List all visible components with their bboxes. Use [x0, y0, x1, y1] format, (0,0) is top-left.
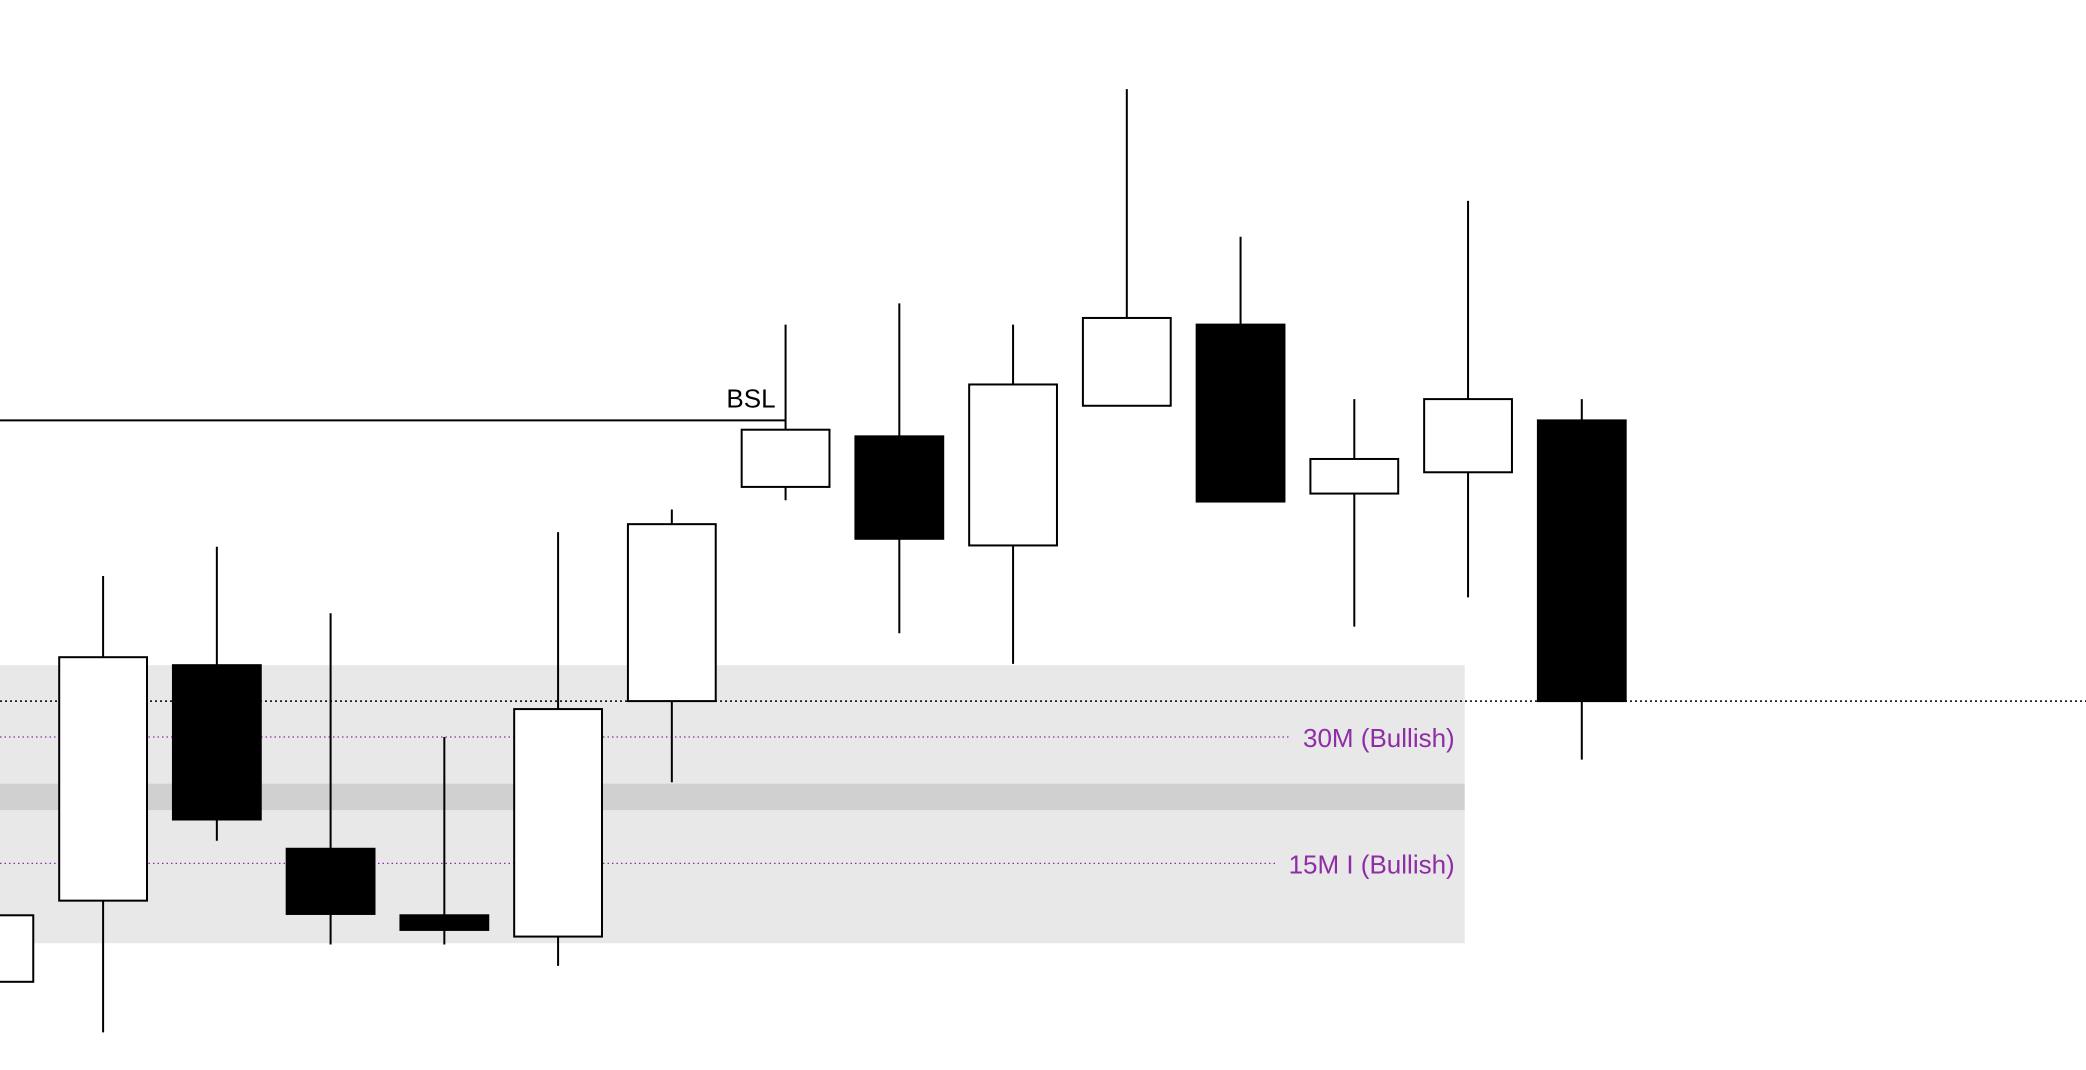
candle-body	[285, 847, 376, 915]
candle-body	[626, 523, 717, 703]
candle-body	[740, 428, 831, 488]
candle-body	[399, 914, 490, 931]
candle-body	[1195, 323, 1286, 503]
candle-body	[854, 435, 945, 540]
candle-body	[968, 383, 1058, 547]
zone-label: 15M I (Bullish)	[1289, 849, 1455, 879]
candle-body	[171, 664, 262, 821]
candle-body	[58, 656, 149, 902]
candle-body	[1423, 398, 1513, 474]
zone	[0, 810, 1465, 944]
candle-body	[513, 708, 603, 938]
candle-body	[1081, 316, 1172, 407]
zone-label: 30M (Bullish)	[1303, 723, 1455, 753]
candle-body	[1309, 457, 1400, 495]
candle-body	[1536, 419, 1627, 703]
candle-body	[0, 914, 35, 983]
level-label: BSL	[726, 383, 775, 413]
